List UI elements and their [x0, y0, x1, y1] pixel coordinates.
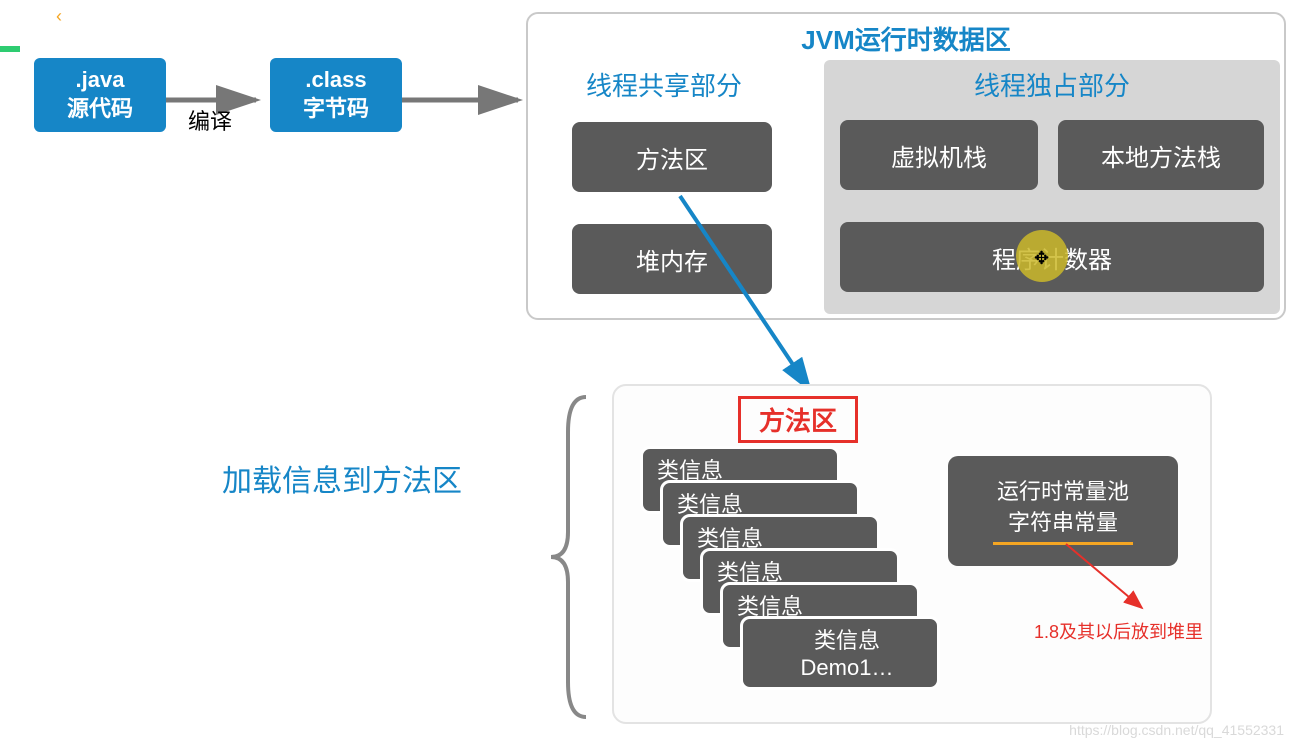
- const-pool-line2: 字符串常量: [1008, 508, 1118, 539]
- jvm-title: JVM运行时数据区: [528, 20, 1284, 57]
- note-text: 1.8及其以后放到堆里: [1034, 618, 1203, 644]
- const-pool-line1: 运行时常量池: [997, 477, 1129, 508]
- node-vm-stack: 虚拟机栈: [840, 120, 1038, 190]
- node-method-area: 方法区: [572, 122, 772, 192]
- load-label: 加载信息到方法区: [222, 456, 462, 500]
- arrow-to-jvm: [402, 94, 528, 106]
- cursor-icon: ✥: [1034, 248, 1049, 269]
- back-arrow-icon[interactable]: ‹: [56, 6, 62, 27]
- classinfo-label: 类信息: [757, 623, 937, 655]
- node-native-stack: 本地方法栈: [1058, 120, 1264, 190]
- method-area-title-box: 方法区: [738, 396, 858, 443]
- arrow-method-detail: [660, 196, 830, 406]
- private-label: 线程独占部分: [824, 66, 1280, 103]
- brace-icon: [546, 392, 596, 722]
- java-line1: .java: [76, 66, 125, 95]
- shared-label: 线程共享部分: [586, 66, 742, 103]
- node-class-bytecode: .class 字节码: [270, 58, 402, 132]
- java-line2: 源代码: [67, 95, 133, 124]
- thread-private-container: 线程独占部分 虚拟机栈 本地方法栈 程序计数器 ✥: [824, 60, 1280, 314]
- decorative-marker: [0, 46, 20, 52]
- arrow-note: [1066, 544, 1156, 622]
- class-line1: .class: [305, 66, 366, 95]
- class-line2: 字节码: [303, 95, 369, 124]
- classinfo-card-last: 类信息 Demo1…: [740, 616, 940, 690]
- method-area-title: 方法区: [759, 406, 837, 436]
- classinfo-stack: 类信息 类信息 类信息 类信息 类信息 类信息 Demo1…: [640, 446, 930, 706]
- jvm-runtime-container: JVM运行时数据区 线程共享部分 方法区 堆内存 线程独占部分 虚拟机栈 本地方…: [526, 12, 1286, 320]
- node-java-source: .java 源代码: [34, 58, 166, 132]
- classinfo-demo: Demo1…: [757, 655, 937, 681]
- watermark: https://blog.csdn.net/qq_41552331: [1069, 722, 1284, 738]
- compile-label: 编译: [188, 104, 232, 136]
